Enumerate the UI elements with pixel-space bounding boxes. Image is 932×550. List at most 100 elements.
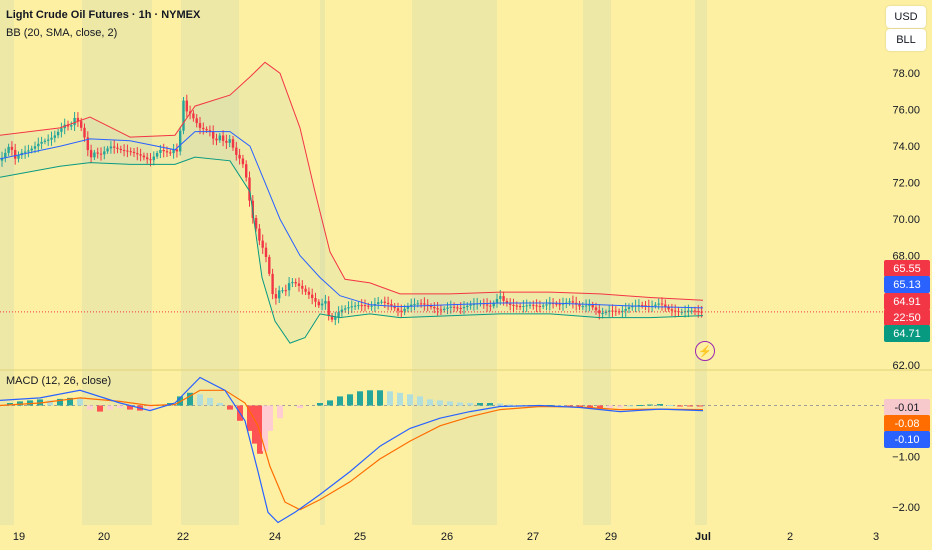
candle-body — [518, 306, 522, 308]
candle-body — [139, 154, 142, 156]
candle-body — [683, 311, 687, 313]
candle-body — [367, 305, 370, 307]
candle-body — [235, 147, 238, 155]
macd-histogram-bar — [637, 405, 643, 406]
candle-body — [103, 151, 106, 155]
bb-indicator-label[interactable]: BB (20, SMA, close, 2) — [6, 27, 118, 39]
macd-histogram-bar — [97, 405, 103, 412]
macd-histogram-bar — [7, 403, 13, 406]
macd-histogram-bar — [437, 400, 443, 406]
candle-body — [179, 130, 182, 152]
candle-body — [271, 273, 274, 295]
lightning-icon[interactable]: ⚡ — [695, 341, 715, 361]
candle-body — [330, 315, 334, 320]
macd-line — [0, 376, 704, 524]
candle-body — [47, 139, 50, 141]
candle-body — [485, 304, 489, 306]
candle-body — [129, 151, 132, 153]
candle-body — [192, 113, 195, 119]
x-tick-label: 25 — [354, 531, 366, 543]
candle-body — [400, 310, 403, 312]
candle-body — [588, 304, 591, 306]
candle-body — [499, 296, 502, 299]
candle-body — [202, 127, 205, 130]
macd-histogram-bar — [387, 391, 393, 406]
macd-histogram-bar — [327, 400, 333, 406]
candle-body — [604, 311, 608, 313]
candle-body — [641, 305, 644, 306]
candle-body — [670, 309, 674, 311]
candle-body — [396, 308, 400, 311]
candle-body — [43, 140, 47, 142]
x-tick-label: 20 — [98, 531, 110, 543]
bb-basis-line — [0, 131, 704, 309]
candle-body — [416, 303, 419, 305]
candle-body — [598, 310, 601, 314]
macd-histogram-bar — [447, 401, 453, 406]
y-tick-label: 78.00 — [892, 68, 920, 80]
macd-histogram-bar — [377, 390, 383, 406]
session-shade — [0, 0, 14, 525]
candle-body — [238, 154, 241, 159]
candle-body — [317, 301, 320, 306]
candle-body — [56, 131, 60, 136]
candle-body — [212, 131, 215, 139]
candle-body — [261, 240, 264, 248]
symbol-title[interactable]: Light Crude Oil Futures · 1h · NYMEX — [6, 9, 201, 21]
macd-histogram-bar — [657, 404, 663, 406]
candle-body — [489, 305, 492, 307]
macd-histogram-bar — [367, 390, 373, 406]
candle-body — [558, 304, 561, 306]
macd-histogram-bar — [597, 405, 603, 409]
y-tick-label: 68.00 — [892, 251, 920, 263]
candle-body — [347, 307, 350, 309]
candle-body — [218, 135, 221, 141]
candle-body — [469, 304, 472, 306]
macd-histogram-bar — [477, 403, 483, 406]
macd-histogram-bar — [417, 396, 423, 406]
macd-indicator-label[interactable]: MACD (12, 26, close) — [6, 375, 112, 387]
candle-body — [4, 152, 7, 158]
candle-body — [522, 306, 525, 307]
candle-body — [406, 306, 410, 309]
candle-body — [413, 304, 416, 305]
candle-body — [581, 306, 584, 308]
candle-body — [76, 117, 80, 122]
candle-body — [175, 149, 179, 152]
macd-histogram-bar — [647, 404, 653, 406]
candle-body — [594, 307, 598, 311]
candle-body — [542, 305, 545, 307]
y-tick-label: 70.00 — [892, 214, 920, 226]
session-shade — [82, 0, 152, 525]
candle-body — [393, 305, 396, 309]
candle-body — [314, 298, 317, 302]
candle-body — [664, 304, 667, 307]
price-tag-countdown: 22:50 — [884, 309, 930, 326]
candle-body — [30, 148, 33, 151]
macd-histogram-bar — [277, 405, 283, 419]
candle-body — [545, 304, 548, 306]
unit-button[interactable]: BLL — [886, 29, 926, 51]
candle-body — [40, 141, 43, 144]
candle-body — [17, 155, 20, 159]
y-tick-label: 62.00 — [892, 360, 920, 372]
x-tick-label: 19 — [13, 531, 25, 543]
candle-body — [452, 306, 456, 308]
candle-body — [601, 313, 604, 314]
candle-body — [159, 150, 162, 153]
candle-body — [578, 304, 581, 307]
candle-body — [304, 288, 307, 292]
candle-body — [637, 305, 641, 306]
macd-histogram-bar — [227, 405, 233, 410]
candle-body — [443, 308, 446, 310]
candle-body — [555, 303, 558, 305]
candle-body — [307, 291, 311, 295]
candle-body — [548, 303, 551, 305]
macd-histogram-bar — [507, 404, 513, 406]
bb-lower-line — [0, 156, 704, 344]
x-tick-label: 27 — [527, 531, 539, 543]
currency-button[interactable]: USD — [886, 6, 926, 28]
macd-histogram-bar — [697, 405, 703, 407]
macd-histogram-bar — [347, 394, 353, 406]
